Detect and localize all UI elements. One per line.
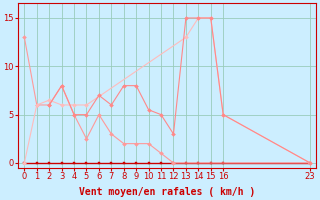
X-axis label: Vent moyen/en rafales ( km/h ): Vent moyen/en rafales ( km/h ) [79, 187, 255, 197]
